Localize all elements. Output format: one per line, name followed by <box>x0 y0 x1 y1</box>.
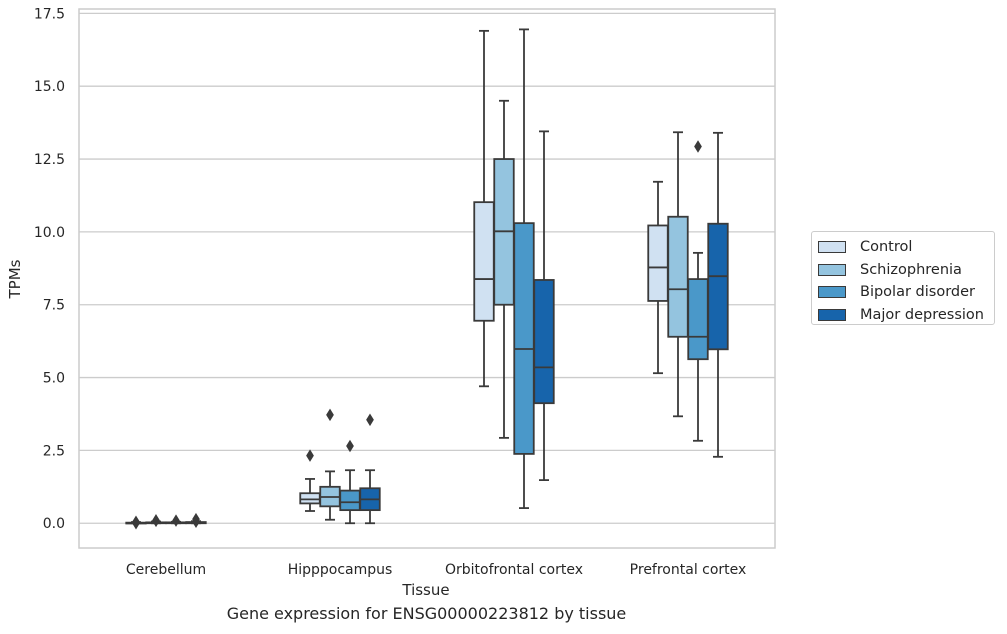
legend-swatch <box>818 308 846 321</box>
y-tick-label: 17.5 <box>34 6 65 22</box>
plot-frame <box>78 8 776 549</box>
box-bipolar-disorder <box>513 28 535 509</box>
y-tick-label: 7.5 <box>43 298 65 314</box>
gridlines <box>79 12 775 524</box>
legend-label: Schizophrenia <box>860 261 962 278</box>
box <box>707 222 729 351</box>
outlier-point <box>694 140 702 153</box>
box-control <box>299 449 321 512</box>
x-tick-label: Orbitofrontal cortex <box>445 562 583 578</box>
outlier-point <box>306 449 314 462</box>
y-tick-label: 10.0 <box>34 225 65 241</box>
box-schizophrenia <box>145 514 167 528</box>
box <box>667 215 689 338</box>
x-tick-label: Hipppocampus <box>288 562 393 578</box>
box-control <box>473 29 495 388</box>
x-tick-label: Prefrontal cortex <box>630 562 747 578</box>
outlier-point <box>132 516 140 530</box>
y-tick-label: 2.5 <box>43 443 65 459</box>
box <box>513 222 535 455</box>
box <box>473 201 495 322</box>
box-schizophrenia <box>319 408 341 521</box>
box <box>647 224 669 302</box>
legend-swatch <box>818 286 846 299</box>
y-axis-ticks: 0.0 2.5 5.0 7.5 10.0 12.5 15.0 17.5 <box>34 6 65 532</box>
y-tick-label: 15.0 <box>34 79 65 95</box>
outlier-point <box>366 413 374 427</box>
box-bipolar-disorder <box>165 514 187 527</box>
box-bipolar-disorder <box>687 140 709 442</box>
chart-caption: Gene expression for ENSG00000223812 by t… <box>226 604 627 623</box>
legend-item: Control <box>818 236 988 259</box>
box-major-depression <box>707 131 729 458</box>
box-control <box>647 180 669 375</box>
outlier-point <box>192 515 200 529</box>
legend-swatch <box>818 241 846 254</box>
x-axis-ticks: Cerebellum Hipppocampus Orbitofrontal cort… <box>126 562 746 578</box>
y-tick-label: 12.5 <box>34 152 65 168</box>
box-major-depression <box>533 130 555 482</box>
legend-label: Control <box>860 239 913 256</box>
box <box>687 278 709 361</box>
y-axis-title: TPMs <box>6 259 24 299</box>
y-tick-label: 0.0 <box>43 516 65 532</box>
legend-item: Bipolar disorder <box>818 281 988 304</box>
outlier-point <box>326 408 334 422</box>
box-major-depression <box>185 512 207 529</box>
box <box>533 279 555 405</box>
box-plot-area <box>125 28 729 530</box>
legend-item: Major depression <box>818 304 988 327</box>
outlier-point <box>346 439 354 453</box>
box-control <box>125 515 147 530</box>
legend-label: Major depression <box>860 306 984 323</box>
outlier-point <box>152 514 160 528</box>
box-schizophrenia <box>493 99 515 439</box>
box <box>299 492 321 505</box>
box-schizophrenia <box>667 131 689 418</box>
box <box>339 489 361 512</box>
legend-item: Schizophrenia <box>818 259 988 282</box>
box-bipolar-disorder <box>339 439 361 525</box>
legend-label: Bipolar disorder <box>860 284 975 301</box>
box-major-depression <box>359 413 381 525</box>
legend: Control Schizophrenia Bipolar disorder Majo… <box>811 231 995 325</box>
legend-swatch <box>818 263 846 276</box>
outlier-point <box>172 514 180 527</box>
x-tick-label: Cerebellum <box>126 562 206 578</box>
x-axis-title: Tissue <box>401 581 449 599</box>
y-tick-label: 5.0 <box>43 371 65 387</box>
